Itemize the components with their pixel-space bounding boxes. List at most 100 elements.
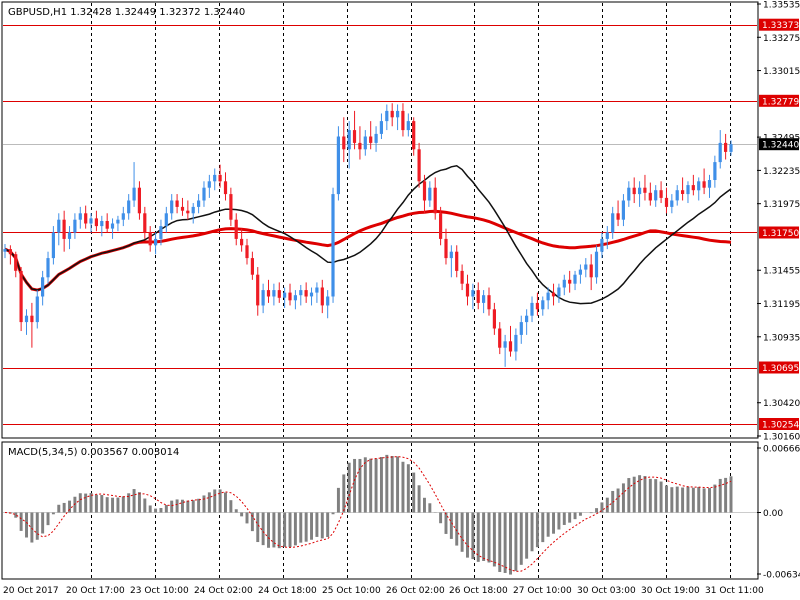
candle-body: [535, 302, 539, 310]
candle-body: [283, 292, 287, 298]
macd-label: MACD(5,34,5) 0.003567 0.003014: [8, 447, 179, 458]
candle-body: [3, 249, 7, 252]
candle-body: [148, 232, 152, 246]
candle-body: [433, 187, 437, 214]
candle-body: [498, 328, 502, 348]
level-tag-label: 1.31750: [762, 229, 799, 239]
candle-body: [724, 142, 728, 152]
candle-body: [331, 194, 335, 297]
candle-body: [681, 190, 685, 194]
candle-body: [89, 218, 93, 224]
candle-body: [24, 315, 29, 323]
candle-body: [154, 238, 158, 246]
price-tick-label: 1.30160: [763, 433, 800, 443]
candle-body: [207, 181, 211, 188]
candle-body: [84, 213, 88, 224]
current-price-label: 1.32440: [762, 141, 799, 151]
candle-body: [288, 292, 292, 301]
time-label: 25 Oct 10:00: [322, 586, 381, 596]
candle-body: [621, 200, 625, 220]
candle-body: [127, 200, 131, 214]
candle-body: [702, 181, 706, 188]
time-label: 31 Oct 11:00: [705, 586, 764, 596]
level-tag: [759, 18, 799, 31]
price-tick-label: 1.33015: [763, 67, 800, 77]
candle-body: [277, 290, 281, 298]
price-tick-label: 1.33535: [763, 1, 800, 11]
time-axis: 20 Oct 2017 20 Oct 17:00 23 Oct 10:00 24 Oc…: [3, 586, 764, 596]
moving-averages: [4, 165, 732, 305]
candle-body: [229, 194, 233, 220]
level-tag: [759, 418, 799, 430]
candle-body: [654, 190, 658, 201]
candle-body: [363, 136, 367, 150]
macd-tick-label: 0.00666: [763, 445, 800, 455]
candle-body: [686, 185, 690, 195]
symbol-header: GBPUSD,H1 1.32428 1.32449 1.32372 1.3244…: [8, 7, 245, 18]
candle-body: [578, 269, 582, 275]
candle-body: [309, 292, 314, 297]
candle-body: [180, 206, 185, 211]
candle-body: [390, 110, 394, 118]
candle-body: [358, 142, 362, 150]
candle-body: [541, 300, 545, 310]
candle-body: [648, 192, 652, 201]
candle-body: [57, 219, 61, 233]
candle-body: [385, 110, 389, 122]
candle-body: [487, 295, 491, 310]
price-tick-label: 1.31455: [763, 267, 800, 277]
price-tick-label: 1.31195: [763, 300, 800, 310]
candle-body: [73, 219, 77, 233]
candle-body: [213, 174, 217, 182]
candle-body: [632, 187, 636, 195]
candle-body: [551, 292, 556, 297]
candle-body: [638, 187, 642, 195]
candle-body: [175, 200, 179, 207]
candle-body: [444, 238, 448, 259]
candle-body: [261, 290, 265, 306]
candle-body: [428, 187, 432, 201]
candle-body: [616, 213, 620, 220]
candle-body: [611, 213, 615, 233]
candle-body: [218, 174, 222, 182]
candle-body: [546, 292, 550, 301]
candle-body: [299, 290, 303, 296]
candle-body: [557, 287, 561, 297]
price-axis: 1.335351.332751.330151.324951.322351.319…: [757, 1, 800, 443]
candle-body: [347, 130, 351, 150]
fast-moving-average: [4, 165, 732, 305]
candle-body: [202, 187, 206, 201]
candle-body: [519, 322, 523, 335]
level-tag-label: 1.30254: [762, 421, 799, 431]
candle-body: [568, 279, 572, 284]
time-label: 30 Oct 19:00: [641, 586, 700, 596]
price-tick-label: 1.33275: [763, 34, 800, 44]
candle-body: [439, 213, 443, 239]
candle-body: [170, 200, 174, 214]
candle-body: [707, 180, 712, 188]
candle-body: [449, 251, 453, 259]
candle-body: [455, 251, 459, 271]
time-label: 30 Oct 03:00: [577, 586, 636, 596]
macd-signal-line: [4, 456, 732, 572]
candle-body: [471, 290, 475, 297]
candle-body: [352, 130, 357, 143]
candle-body: [272, 290, 276, 297]
candle-body: [46, 258, 50, 278]
candle-body: [100, 221, 104, 227]
candle-body: [697, 181, 701, 191]
candle-body: [35, 296, 39, 323]
macd-tick-label: 0.00: [763, 509, 783, 519]
price-tick-label: 1.30935: [763, 333, 800, 343]
candle-body: [525, 315, 529, 323]
time-label: 23 Oct 10:00: [130, 586, 189, 596]
candle-body: [14, 254, 18, 271]
candle-body: [374, 133, 378, 143]
candle-body: [336, 136, 340, 195]
candle-body: [396, 110, 400, 118]
level-tag-label: 1.32779: [762, 97, 799, 107]
candle-body: [256, 274, 260, 306]
candle-body: [51, 232, 55, 259]
candle-body: [508, 341, 513, 352]
